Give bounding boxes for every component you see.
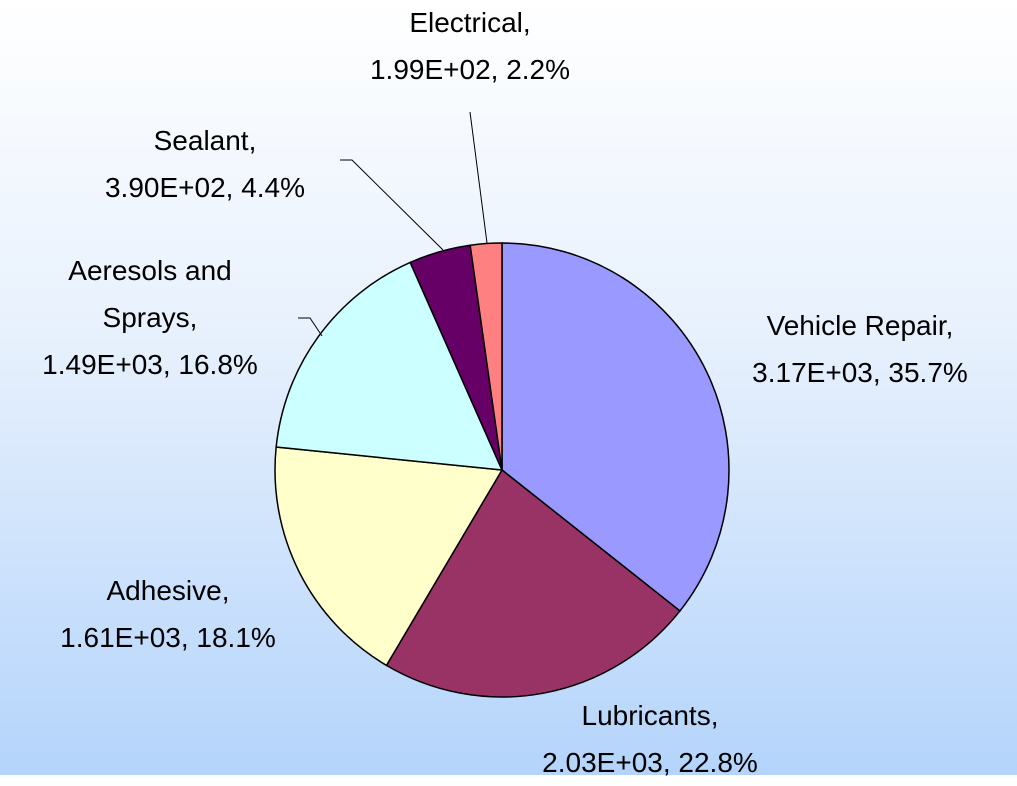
- slice: [275, 261, 504, 471]
- leader-line: [469, 111, 488, 244]
- category-label: Adhesive,: [106, 575, 230, 606]
- value-line: 3.17E+03, 35.7%: [752, 349, 968, 396]
- percent-label: 2.2%: [506, 54, 571, 85]
- category-label: Vehicle Repair,: [766, 310, 954, 341]
- value-label: 2.03E+03,: [542, 747, 671, 778]
- percent-label: 35.7%: [888, 357, 968, 388]
- value-label: 1.61E+03,: [60, 622, 189, 653]
- data-label: Electrical, 1.99E+02, 2.2%: [370, 0, 570, 93]
- category-label: Electrical,: [409, 7, 531, 38]
- leader-line: [298, 317, 323, 337]
- slice: [501, 242, 730, 613]
- percent-label: 16.8%: [178, 349, 258, 380]
- value-line: 2.03E+03, 22.8%: [542, 739, 758, 786]
- value-label: 1.99E+02,: [369, 54, 499, 85]
- value-line: 1.99E+02, 2.2%: [370, 46, 570, 93]
- slice: [274, 446, 504, 667]
- value-line: 1.61E+03, 18.1%: [60, 614, 276, 661]
- value-label: 3.90E+02,: [104, 172, 234, 203]
- value-line: 1.49E+03, 16.8%: [42, 341, 258, 388]
- percent-label: 18.1%: [196, 622, 276, 653]
- value-label: 3.17E+03,: [752, 357, 881, 388]
- data-label: Aeresols and Sprays, 1.49E+03, 16.8%: [35, 247, 265, 388]
- category-label: Lubricants,: [581, 700, 719, 731]
- category-label: Sealant,: [153, 125, 257, 156]
- pie: [274, 242, 730, 698]
- data-label: Vehicle Repair, 3.17E+03, 35.7%: [752, 302, 968, 396]
- slice: [469, 242, 503, 471]
- category-label: Aeresols and Sprays,: [68, 255, 232, 333]
- value-label: 1.49E+03,: [42, 349, 171, 380]
- value-line: 3.90E+02, 4.4%: [105, 164, 305, 211]
- data-label: Sealant, 3.90E+02, 4.4%: [105, 117, 305, 211]
- slice: [385, 468, 681, 698]
- leader-line: [340, 159, 444, 251]
- percent-label: 22.8%: [678, 747, 758, 778]
- data-label: Adhesive, 1.61E+03, 18.1%: [60, 567, 276, 661]
- percent-label: 4.4%: [241, 172, 306, 203]
- data-label: Lubricants, 2.03E+03, 22.8%: [542, 692, 758, 786]
